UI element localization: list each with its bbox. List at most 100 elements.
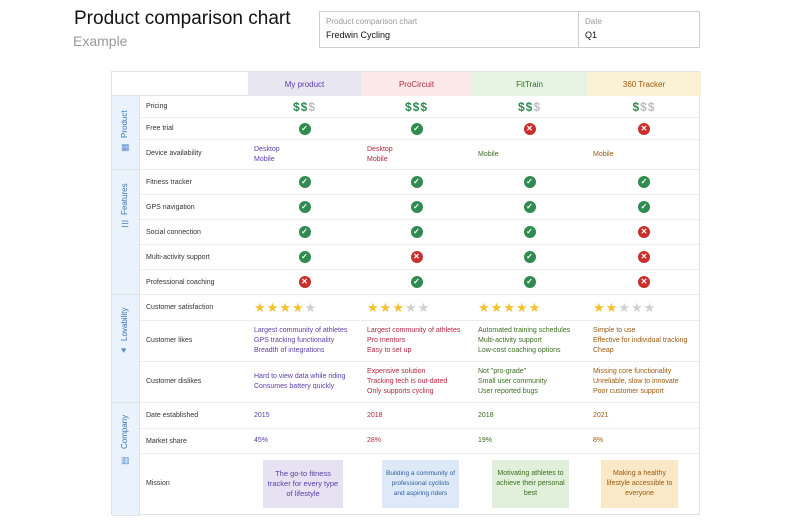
date-value: Q1	[585, 30, 598, 40]
row-label: Pricing	[146, 103, 168, 110]
date-field[interactable]: Date Q1	[579, 12, 608, 47]
multi-activity-cell: ✕	[361, 245, 472, 269]
pricing-cell: $$$	[248, 96, 361, 117]
meta-box: Product comparison chart Fredwin Cycling…	[319, 11, 700, 48]
comparison-grid: My product ProCircuit FitTrain 360 Track…	[111, 71, 701, 516]
dislikes-cell: Expensive solution Tracking tech is out-d…	[361, 362, 472, 402]
coaching-cell: ✓	[472, 270, 587, 294]
check-icon: ✓	[638, 176, 650, 188]
cell-line: Multi-activity support	[478, 337, 542, 344]
row-label: Customer dislikes	[146, 378, 202, 385]
cell-line: Small user community	[478, 378, 547, 385]
cell-line: User reported bugs	[478, 388, 538, 395]
market-share-cell: 45%	[248, 429, 361, 453]
fitness-cell: ✓	[472, 170, 587, 194]
market-share-cell: 8%	[587, 429, 701, 453]
dollar-icon: $	[525, 99, 534, 114]
dollar-icon: $	[300, 99, 309, 114]
free-trial-cell: ✕	[587, 118, 701, 139]
section-lovability: Lovability ♥	[112, 295, 140, 403]
row-customer-satisfaction: Customer satisfaction ★★★★★ ★★★★★ ★★★★★ …	[140, 295, 701, 321]
section-label-company: Company	[120, 414, 129, 449]
column-header-360-tracker: 360 Tracker	[587, 72, 701, 96]
cell-line: Unreliable, slow to innovate	[593, 378, 679, 385]
check-icon: ✓	[523, 251, 536, 263]
section-label-features: Features	[120, 183, 129, 215]
cell-text: 45%	[254, 437, 269, 444]
star-icon: ★	[367, 299, 380, 315]
section-product: Product ▦	[112, 96, 140, 170]
check-icon: ✓	[410, 226, 423, 238]
dollar-icon: $	[632, 99, 641, 114]
mission-sticky-note[interactable]: Building a community of professional cyc…	[382, 460, 459, 508]
star-icon: ★	[254, 299, 267, 315]
row-label: Market share	[146, 438, 187, 445]
cell-line: Poor customer support	[593, 388, 664, 395]
cell-text: 8%	[593, 437, 604, 444]
check-icon: ✓	[410, 176, 423, 188]
cell-text: 2018	[367, 411, 383, 419]
dollar-icon: $	[420, 99, 429, 114]
chart-name-field[interactable]: Product comparison chart Fredwin Cycling	[320, 12, 579, 47]
mission-sticky-note[interactable]: Motivating athletes to achieve their per…	[492, 460, 569, 508]
date-label: Date	[585, 17, 602, 26]
star-icon: ★	[304, 299, 318, 315]
free-trial-cell: ✕	[472, 118, 587, 139]
multi-activity-cell: ✓	[248, 245, 361, 269]
star-icon: ★	[392, 299, 405, 315]
cell-line: Only supports cycling	[367, 388, 434, 395]
check-icon: ✓	[638, 201, 650, 213]
cell-line: Mobile	[478, 150, 499, 158]
free-trial-cell: ✓	[248, 118, 361, 139]
check-icon: ✓	[410, 276, 423, 288]
dollar-icon: $	[404, 99, 413, 114]
star-icon: ★	[593, 299, 606, 315]
pricing-cell: $$$	[472, 96, 587, 117]
satisfaction-cell: ★★★★★	[248, 295, 361, 320]
row-fitness-tracker: Fitness tracker ✓ ✓ ✓ ✓	[140, 170, 701, 195]
mission-sticky-note[interactable]: Making a healthy lifestyle accessible to…	[601, 460, 678, 508]
satisfaction-cell: ★★★★★	[361, 295, 472, 320]
cell-line: Expensive solution	[367, 368, 426, 375]
dollar-icon: $	[533, 99, 542, 114]
price-rating: $$$	[404, 99, 429, 114]
cell-line: Not "pro-grade"	[478, 368, 527, 375]
list-icon: ☰	[121, 219, 130, 229]
star-rating: ★★★★★	[478, 299, 587, 315]
row-label: Customer satisfaction	[146, 304, 214, 311]
cell-line: Desktop	[254, 145, 280, 153]
cell-line: Mobile	[254, 155, 275, 163]
row-label: Customer likes	[146, 337, 193, 344]
dollar-icon: $	[412, 99, 421, 114]
satisfaction-cell: ★★★★★	[472, 295, 587, 320]
check-icon: ✓	[523, 276, 536, 288]
row-label: Multi-activity support	[146, 254, 210, 261]
coaching-cell: ✕	[587, 270, 701, 294]
likes-cell: Largest community of athletes Pro mentors…	[361, 321, 472, 361]
mission-sticky-note[interactable]: The go-to fitness tracker for every type…	[263, 460, 343, 508]
star-rating: ★★★★★	[367, 299, 472, 315]
row-customer-likes: Customer likes Largest community of athl…	[140, 321, 701, 362]
chart-name-value: Fredwin Cycling	[326, 30, 391, 40]
cell-line: Largest community of athletes	[367, 327, 461, 334]
multi-activity-cell: ✓	[472, 245, 587, 269]
dislikes-cell: Missing core functionality Unreliable, sl…	[587, 362, 701, 402]
cell-line: Largest community of athletes	[254, 327, 348, 334]
price-rating: $$$	[293, 99, 316, 114]
check-icon: ✓	[298, 122, 311, 135]
section-label-product: Product	[120, 110, 129, 138]
gps-cell: ✓	[472, 195, 587, 219]
likes-cell: Automated training schedules Multi-activi…	[472, 321, 587, 361]
star-rating: ★★★★★	[593, 299, 701, 315]
row-label: Fitness tracker	[146, 179, 192, 186]
star-icon: ★	[503, 299, 516, 315]
star-rating: ★★★★★	[254, 299, 361, 315]
check-icon: ✓	[298, 251, 311, 263]
cell-line: Desktop	[367, 145, 393, 153]
pricing-cell: $$$	[361, 96, 472, 117]
multi-activity-cell: ✕	[587, 245, 701, 269]
dislikes-cell: Hard to view data while riding Consumes b…	[248, 362, 361, 402]
device-cell: Mobile	[472, 140, 587, 169]
row-date-established: Date established 2015 2018 2018 2021	[140, 403, 701, 429]
social-cell: ✓	[472, 220, 587, 244]
